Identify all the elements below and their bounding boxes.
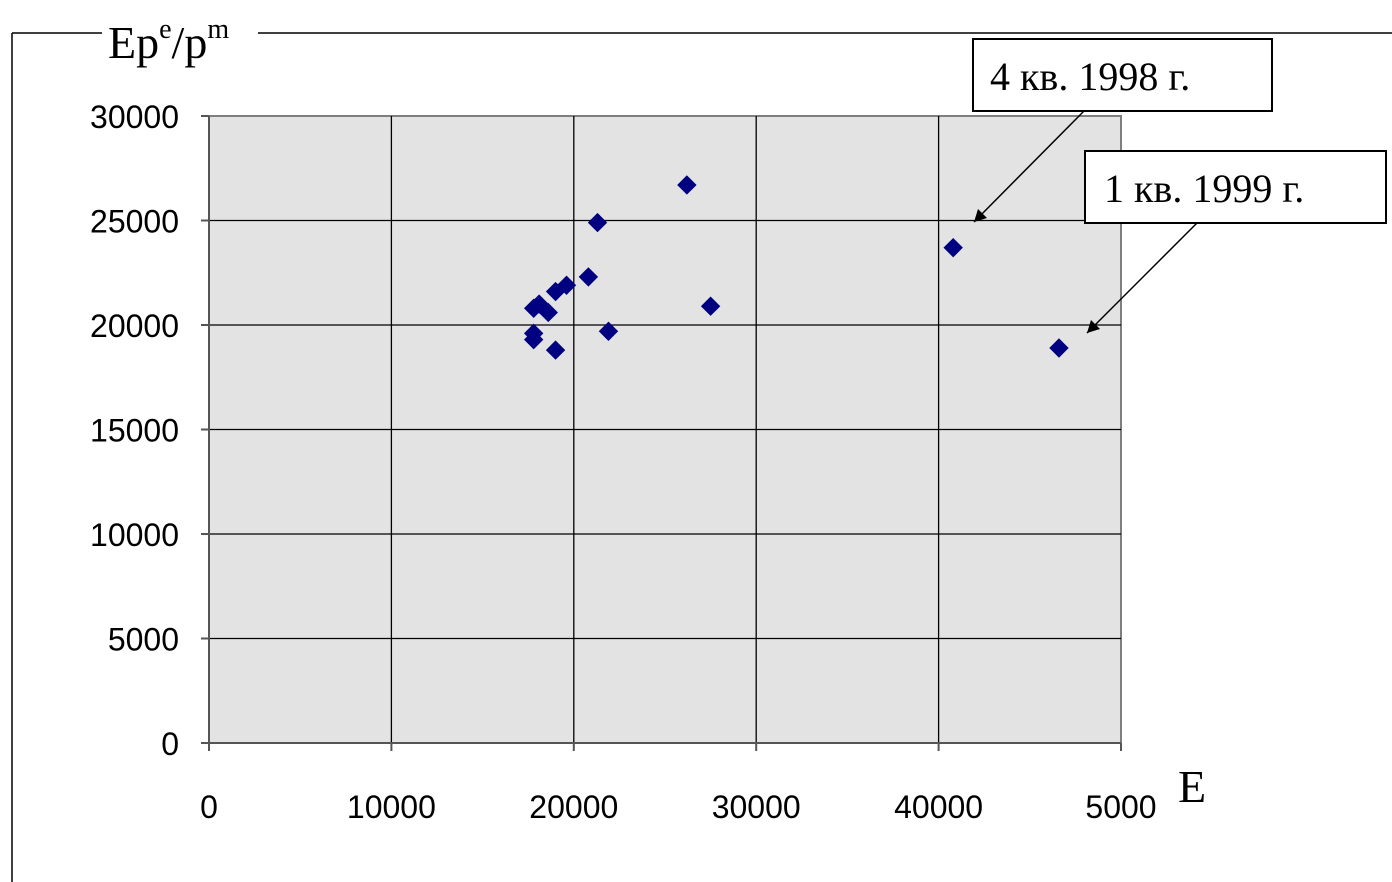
y-tick-label: 15000 bbox=[90, 413, 179, 449]
y-tick-label: 10000 bbox=[90, 517, 179, 553]
y-tick-label: 5000 bbox=[108, 622, 179, 658]
data-point bbox=[545, 340, 566, 360]
callout-arrow-line bbox=[973, 110, 1085, 223]
y-tick-labels: 30000 25000 20000 15000 10000 5000 0 bbox=[90, 99, 179, 762]
data-point bbox=[556, 275, 577, 295]
x-tick-label: 30000 bbox=[712, 789, 801, 825]
callout-label: 1 кв. 1999 г. bbox=[1104, 166, 1304, 211]
data-points bbox=[523, 175, 1069, 360]
y-tick-label: 30000 bbox=[90, 99, 179, 135]
x-tick-labels: 0 10000 20000 30000 40000 5000 bbox=[200, 789, 1156, 825]
x-tick-label: 5000 bbox=[1085, 789, 1156, 825]
data-point bbox=[523, 329, 544, 350]
callout-4q-1998: 4 кв. 1998 г. bbox=[972, 38, 1273, 223]
data-point bbox=[700, 296, 721, 316]
callout-1q-1999: 1 кв. 1999 г. bbox=[1084, 150, 1387, 334]
x-tick-label: 10000 bbox=[347, 789, 436, 825]
axes bbox=[201, 115, 1122, 751]
x-tick-label: 20000 bbox=[529, 789, 618, 825]
chart-frame bbox=[11, 32, 1392, 882]
x-axis-title: E bbox=[1178, 761, 1206, 812]
callout-arrowhead bbox=[1087, 320, 1100, 333]
data-point bbox=[677, 175, 697, 195]
y-tick-label: 0 bbox=[161, 726, 179, 762]
data-point bbox=[943, 237, 963, 258]
x-tick-label: 0 bbox=[200, 789, 218, 825]
callout-arrow-line bbox=[1086, 222, 1198, 334]
gridlines bbox=[209, 116, 1121, 743]
data-point bbox=[578, 267, 599, 287]
callout-box bbox=[1084, 150, 1387, 224]
data-point bbox=[1049, 338, 1069, 358]
x-tick-label: 40000 bbox=[894, 789, 983, 825]
data-point bbox=[598, 321, 619, 341]
callout-label: 4 кв. 1998 г. bbox=[990, 54, 1190, 99]
y-tick-label: 20000 bbox=[90, 308, 179, 344]
callout-arrowhead bbox=[974, 209, 987, 222]
y-axis-title: Epe/pm bbox=[108, 14, 229, 68]
y-tick-label: 25000 bbox=[90, 204, 179, 240]
data-point bbox=[538, 302, 558, 323]
data-point bbox=[587, 212, 608, 233]
callout-box bbox=[972, 38, 1273, 112]
